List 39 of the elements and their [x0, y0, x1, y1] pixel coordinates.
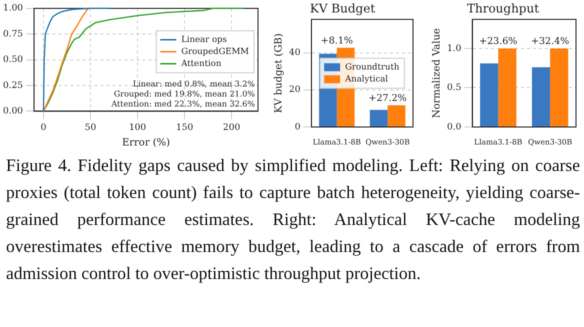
x-tick-label: 100 — [128, 122, 146, 133]
annotation: Grouped: med 19.8%, mean 21.0% — [114, 89, 256, 98]
y-tick-label: 0.50 — [2, 55, 24, 66]
x-tick-label: 50 — [84, 122, 96, 133]
annotation: +23.6% — [479, 36, 518, 48]
y-axis-title: Normalized Value — [432, 28, 443, 118]
legend-label: Analytical — [344, 74, 388, 84]
legend-label: GroupedGEMM — [181, 47, 250, 58]
annotation: +8.1% — [320, 36, 353, 47]
y-tick-label: 0.00 — [2, 106, 24, 117]
bar — [498, 48, 516, 126]
annotation: +27.2% — [368, 93, 407, 104]
y-axis-title: KV budget (GB) — [274, 33, 285, 114]
chart-title: Throughput — [466, 1, 540, 16]
y-tick-label: 1.00 — [2, 4, 24, 14]
y-tick-label: 0.25 — [2, 80, 24, 91]
x-tick-label: 0 — [40, 122, 47, 133]
bar — [550, 48, 568, 126]
bar — [388, 105, 406, 126]
bar — [532, 67, 550, 126]
caption: Figure 4. Fidelity gaps caused by simplified modeling. Left: Relying on coarse proxies (total token count) fails to capture batch heterogeneity, yielding coarse-grained performance estimates. Right: Analytical KV-cache modeling overestimates effective memory budget, leading to a cascade of errors from admission control to over-optimistic throughput projection. — [6, 154, 580, 285]
bar — [480, 63, 498, 126]
legend-label: Attention — [180, 59, 222, 70]
legend-label: Groundtruth — [345, 62, 400, 72]
y-tick-label: 40 — [289, 48, 301, 58]
x-tick-label: 150 — [176, 122, 194, 133]
annotation: Linear: med 0.8%, mean 3.2% — [132, 79, 256, 88]
bar — [370, 110, 388, 126]
y-tick-label: 0.0 — [446, 122, 462, 132]
y-tick-label: 20 — [289, 85, 301, 96]
annotation: +32.4% — [531, 36, 570, 48]
y-tick-label: 1.0 — [446, 44, 462, 54]
chart-title: KV Budget — [310, 1, 376, 16]
y-tick-label: 0.5 — [446, 83, 462, 94]
y-tick-label: 0.75 — [2, 29, 24, 40]
x-tick-label: 200 — [223, 122, 241, 133]
x-axis-title: Error (%) — [122, 138, 170, 149]
legend-label: Linear ops — [181, 35, 227, 46]
annotation: Attention: med 22.3%, mean 32.6% — [110, 99, 256, 108]
